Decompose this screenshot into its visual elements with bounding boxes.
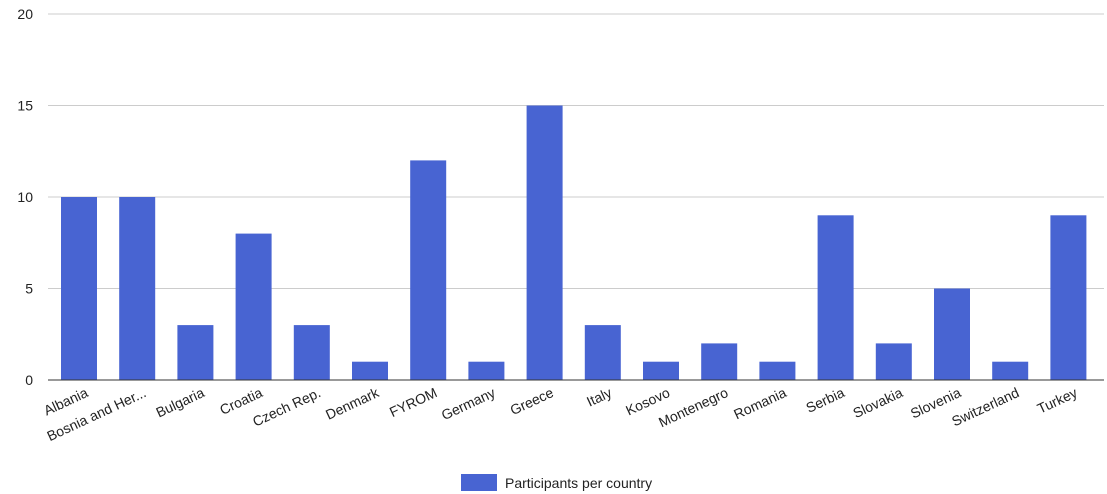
legend: Participants per country xyxy=(461,474,652,491)
bar xyxy=(177,325,214,380)
bar xyxy=(119,197,156,380)
bar xyxy=(526,105,563,380)
bar xyxy=(352,361,388,380)
y-tick-label: 20 xyxy=(17,6,33,22)
bar xyxy=(235,233,272,380)
bar xyxy=(934,288,970,380)
bar xyxy=(875,343,912,380)
x-tick-label: Germany xyxy=(439,384,498,423)
x-tick-label: Romania xyxy=(731,384,789,422)
y-tick-label: 10 xyxy=(17,189,33,205)
x-tick-label: Switzerland xyxy=(949,384,1021,429)
bar xyxy=(468,361,505,380)
y-tick-label: 5 xyxy=(25,281,33,297)
bar xyxy=(410,160,447,380)
bar xyxy=(1050,215,1087,380)
x-tick-label: Turkey xyxy=(1035,384,1080,416)
x-tick-label: Slovakia xyxy=(850,384,905,421)
x-tick-label: Italy xyxy=(584,384,614,409)
x-tick-label: Denmark xyxy=(323,384,382,423)
x-tick-label: Serbia xyxy=(803,384,847,416)
y-axis-ticks: 0 5 10 15 20 xyxy=(17,6,33,388)
bar xyxy=(584,325,621,380)
bars xyxy=(61,105,1087,380)
gridlines xyxy=(48,13,1104,289)
bar xyxy=(293,325,330,380)
bar xyxy=(701,343,738,380)
bar xyxy=(992,361,1029,380)
x-tick-label: Bulgaria xyxy=(153,384,207,420)
legend-swatch xyxy=(461,474,497,491)
x-tick-label: Bosnia and Her... xyxy=(44,384,148,444)
bar xyxy=(61,197,97,380)
bar xyxy=(643,361,679,380)
legend-label: Participants per country xyxy=(505,475,652,491)
y-tick-label: 0 xyxy=(25,372,33,388)
x-tick-label: FYROM xyxy=(387,384,440,420)
x-tick-label: Greece xyxy=(507,384,556,418)
y-tick-label: 15 xyxy=(17,98,33,114)
bar xyxy=(817,215,854,380)
bar xyxy=(759,361,796,380)
